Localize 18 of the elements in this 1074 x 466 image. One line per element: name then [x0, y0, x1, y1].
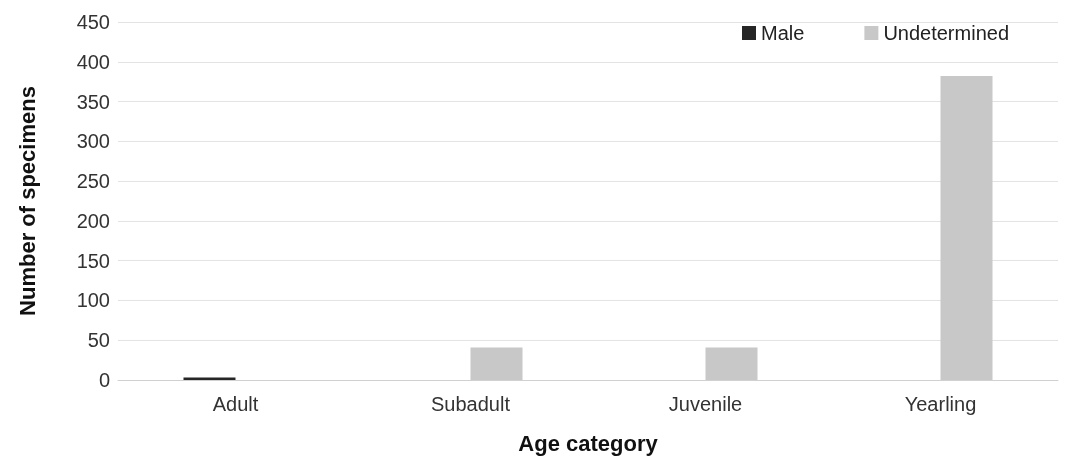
legend-label: Undetermined: [883, 22, 1009, 44]
y-tick-label: 100: [76, 289, 110, 312]
y-tick-label: 150: [76, 249, 110, 272]
x-axis-title: Age category: [518, 430, 659, 456]
x-tick-label: Adult: [212, 393, 259, 415]
x-tick-label: Yearling: [904, 393, 977, 415]
y-tick-label: 350: [76, 90, 110, 113]
x-tick-label: Subadult: [431, 393, 511, 415]
y-tick-label: 200: [76, 209, 110, 232]
legend-label: Male: [761, 22, 805, 44]
y-axis-title: Number of specimens: [14, 86, 40, 316]
y-tick-label: 400: [76, 50, 110, 73]
x-tick-label: Juvenile: [668, 393, 743, 415]
y-tick-label: 300: [76, 130, 110, 153]
y-tick-label: 0: [98, 369, 110, 391]
y-tick-label: 50: [87, 329, 110, 352]
y-tick-label: 250: [76, 170, 110, 193]
y-tick-label: 450: [76, 11, 110, 33]
